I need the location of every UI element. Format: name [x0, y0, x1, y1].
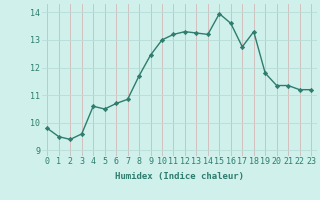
X-axis label: Humidex (Indice chaleur): Humidex (Indice chaleur)	[115, 172, 244, 181]
